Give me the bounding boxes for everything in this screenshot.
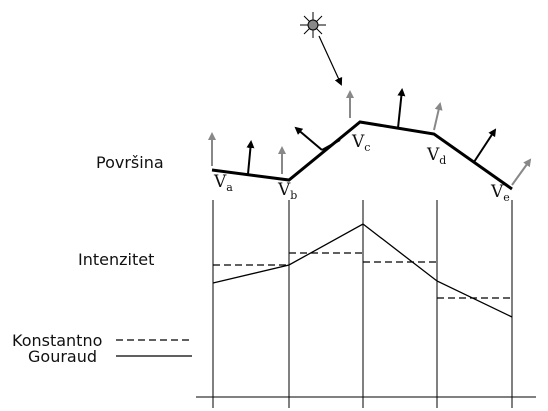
- face-normal-ab: [248, 142, 251, 174]
- vertex-label-c: Vc: [352, 132, 370, 154]
- face-normal-cd: [398, 90, 402, 128]
- vertex-label-e: Ve: [491, 182, 510, 204]
- light-ray: [319, 36, 341, 84]
- vertex-label-b: Vb: [278, 180, 297, 202]
- face-normal-b: [296, 128, 322, 150]
- face-normal-bc: [322, 140, 340, 150]
- surface-label: Površina: [96, 153, 164, 172]
- vertex-normal-e: [512, 160, 530, 185]
- legend-gouraud-label: Gouraud: [28, 347, 97, 366]
- intensity-label: Intenzitet: [78, 250, 154, 269]
- vertex-label-a: Va: [214, 172, 233, 194]
- sun-icon: [300, 12, 326, 38]
- vertex-label-d: Vd: [427, 145, 446, 167]
- face-normal-de: [474, 130, 495, 162]
- vertex-normal-d: [434, 104, 440, 130]
